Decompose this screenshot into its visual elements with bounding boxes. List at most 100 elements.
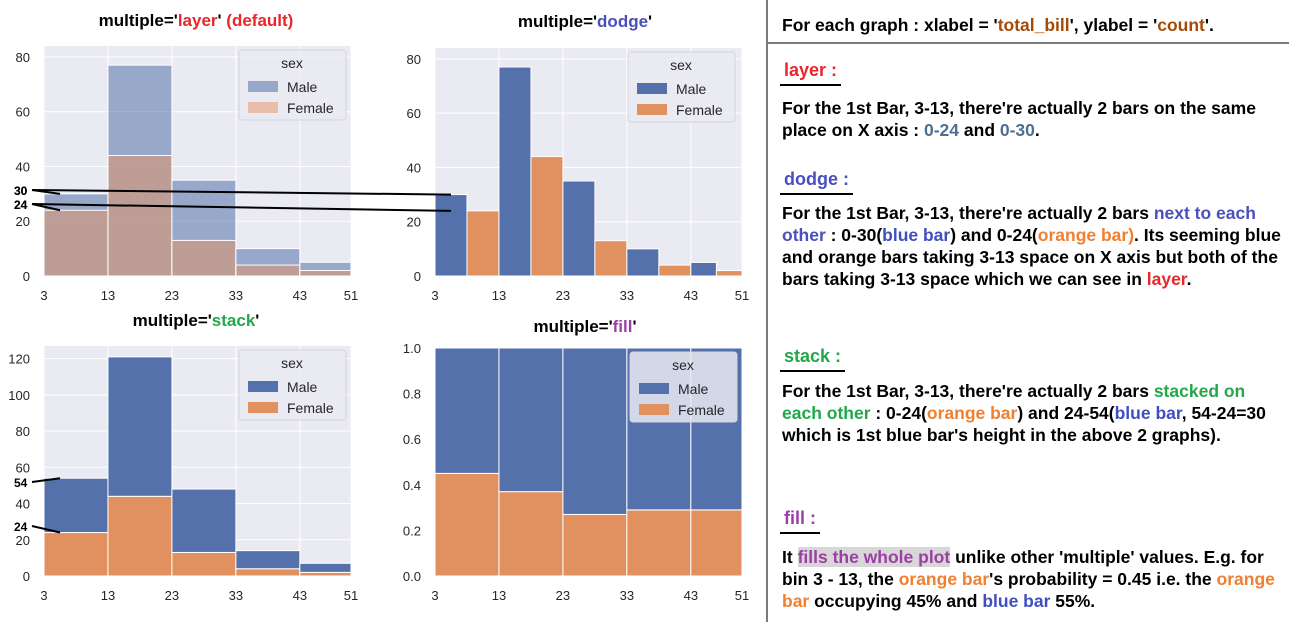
dodge-text-f: orange bar) bbox=[1037, 225, 1135, 245]
layer-explanation: For the 1st Bar, 3-13, there're actually… bbox=[782, 97, 1282, 141]
legend-label-female: Female bbox=[287, 100, 334, 116]
top-note: For each graph : xlabel = 'total_bill', … bbox=[782, 14, 1214, 36]
dodge-text-c: : 0-30( bbox=[825, 225, 883, 245]
title-part: (default) bbox=[226, 11, 293, 30]
chart-title: multiple='layer' (default) bbox=[99, 11, 294, 30]
dodge-text-g: . Its seeming blue and orange bars takin… bbox=[782, 225, 1281, 289]
layer-range-2: 0-30 bbox=[999, 120, 1035, 140]
x-tick-label: 3 bbox=[431, 588, 438, 603]
bar-male bbox=[498, 66, 532, 277]
bar-male bbox=[434, 194, 468, 277]
bar-female bbox=[690, 509, 743, 577]
chart-title: multiple='stack' bbox=[133, 311, 260, 330]
legend-label-male: Male bbox=[287, 379, 318, 395]
y-tick-label: 60 bbox=[407, 106, 421, 121]
bar-male bbox=[626, 248, 660, 277]
bar-female bbox=[658, 264, 692, 277]
x-tick-label: 43 bbox=[684, 288, 698, 303]
y-tick-label: 40 bbox=[16, 159, 30, 174]
fill-text-e: 's probability = 0.45 i.e. the bbox=[989, 569, 1217, 589]
bar-female bbox=[235, 264, 301, 277]
y-tick-label: 0.4 bbox=[403, 478, 421, 493]
stack-text-a: For the 1st Bar, 3-13, there're actually… bbox=[782, 381, 1154, 401]
y-tick-label: 40 bbox=[16, 497, 30, 512]
top-note-text-b: ', ylabel = ' bbox=[1069, 15, 1158, 35]
x-tick-label: 13 bbox=[101, 588, 115, 603]
x-tick-label: 43 bbox=[293, 288, 307, 303]
bar-male bbox=[235, 550, 301, 570]
dodge-text-e: ) and 0-24( bbox=[950, 225, 1038, 245]
title-part: multiple=' bbox=[133, 311, 212, 330]
top-note-text-c: '. bbox=[1204, 15, 1214, 35]
ylabel-value: count bbox=[1157, 15, 1205, 35]
y-tick-label: 0.6 bbox=[403, 432, 421, 447]
chart-title: multiple='dodge' bbox=[518, 12, 652, 31]
dodge-text-a: For the 1st Bar, 3-13, there're actually… bbox=[782, 203, 1154, 223]
title-part: fill bbox=[613, 317, 633, 336]
x-tick-label: 23 bbox=[165, 588, 179, 603]
fill-text-g: occupying 45% and bbox=[809, 591, 983, 611]
bar-female bbox=[43, 209, 109, 277]
x-tick-label: 43 bbox=[684, 588, 698, 603]
fill-text-c: unlike other 'multiple' values. E.g. for… bbox=[782, 547, 1264, 589]
chart-fill: 0.0 0.2 0.4 0.6 0.8 1.0 3 13 23 33 43 51 multiple='f… bbox=[403, 317, 749, 603]
legend: sex Male Female bbox=[238, 49, 347, 121]
stack-text-b: stacked on each other bbox=[782, 381, 1246, 423]
x-tick-label: 43 bbox=[293, 588, 307, 603]
fill-text-d: orange bar bbox=[898, 569, 990, 589]
x-tick-label: 23 bbox=[165, 288, 179, 303]
legend-swatch-female bbox=[248, 402, 278, 413]
legend-title: sex bbox=[281, 55, 303, 71]
legend-swatch-female bbox=[637, 104, 667, 115]
legend-label-male: Male bbox=[678, 381, 709, 397]
fill-text-i: 55%. bbox=[1050, 591, 1096, 611]
y-tick-label: 20 bbox=[16, 533, 30, 548]
chart-layer: 0 20 40 60 80 3 13 23 33 43 51 multiple='layer' (de… bbox=[14, 11, 358, 303]
x-tick-label: 51 bbox=[344, 588, 358, 603]
bar-male bbox=[43, 477, 109, 534]
dodge-heading: dodge : bbox=[780, 169, 853, 195]
fill-text-f: orange bar bbox=[782, 569, 1275, 611]
annotation-label: 30 bbox=[14, 184, 28, 198]
fill-text-h: blue bar bbox=[982, 591, 1051, 611]
bar-female bbox=[715, 270, 743, 277]
dodge-explanation: For the 1st Bar, 3-13, there're actually… bbox=[782, 202, 1282, 290]
x-tick-label: 3 bbox=[40, 288, 47, 303]
legend-label-female: Female bbox=[678, 402, 725, 418]
legend-label-female: Female bbox=[287, 400, 334, 416]
annotation-line bbox=[31, 203, 452, 212]
y-tick-label: 0 bbox=[23, 269, 30, 284]
legend-swatch-male bbox=[637, 83, 667, 94]
bar-female bbox=[530, 156, 564, 277]
bar-female bbox=[235, 568, 301, 577]
dodge-text-b: next to each other bbox=[782, 203, 1256, 245]
layer-range-1: 0-24 bbox=[924, 120, 960, 140]
annotation-line bbox=[31, 525, 61, 534]
legend-swatch-female bbox=[639, 404, 669, 415]
legend: sex Male Female bbox=[629, 351, 738, 423]
legend-label-female: Female bbox=[676, 102, 723, 118]
bar-female bbox=[434, 472, 500, 577]
y-tick-label: 100 bbox=[8, 388, 30, 403]
y-tick-label: 80 bbox=[16, 50, 30, 65]
title-part: multiple=' bbox=[99, 11, 178, 30]
stack-text-c: : 0-24( bbox=[870, 403, 927, 423]
legend-title: sex bbox=[670, 57, 692, 73]
x-tick-label: 13 bbox=[101, 288, 115, 303]
bar-female bbox=[107, 495, 173, 577]
annotation-label: 24 bbox=[14, 198, 28, 212]
dodge-text-d: blue bar bbox=[882, 225, 951, 245]
y-tick-label: 120 bbox=[8, 352, 30, 367]
x-tick-label: 23 bbox=[556, 288, 570, 303]
legend-label-male: Male bbox=[287, 79, 318, 95]
bar-female bbox=[466, 210, 500, 277]
title-part: multiple=' bbox=[533, 317, 612, 336]
x-tick-label: 51 bbox=[735, 288, 749, 303]
x-tick-label: 13 bbox=[492, 288, 506, 303]
legend-title: sex bbox=[281, 355, 303, 371]
bar-male bbox=[498, 347, 564, 493]
y-tick-label: 0 bbox=[23, 569, 30, 584]
horizontal-divider bbox=[768, 42, 1289, 44]
y-tick-label: 60 bbox=[16, 460, 30, 475]
bar-female bbox=[171, 239, 237, 277]
